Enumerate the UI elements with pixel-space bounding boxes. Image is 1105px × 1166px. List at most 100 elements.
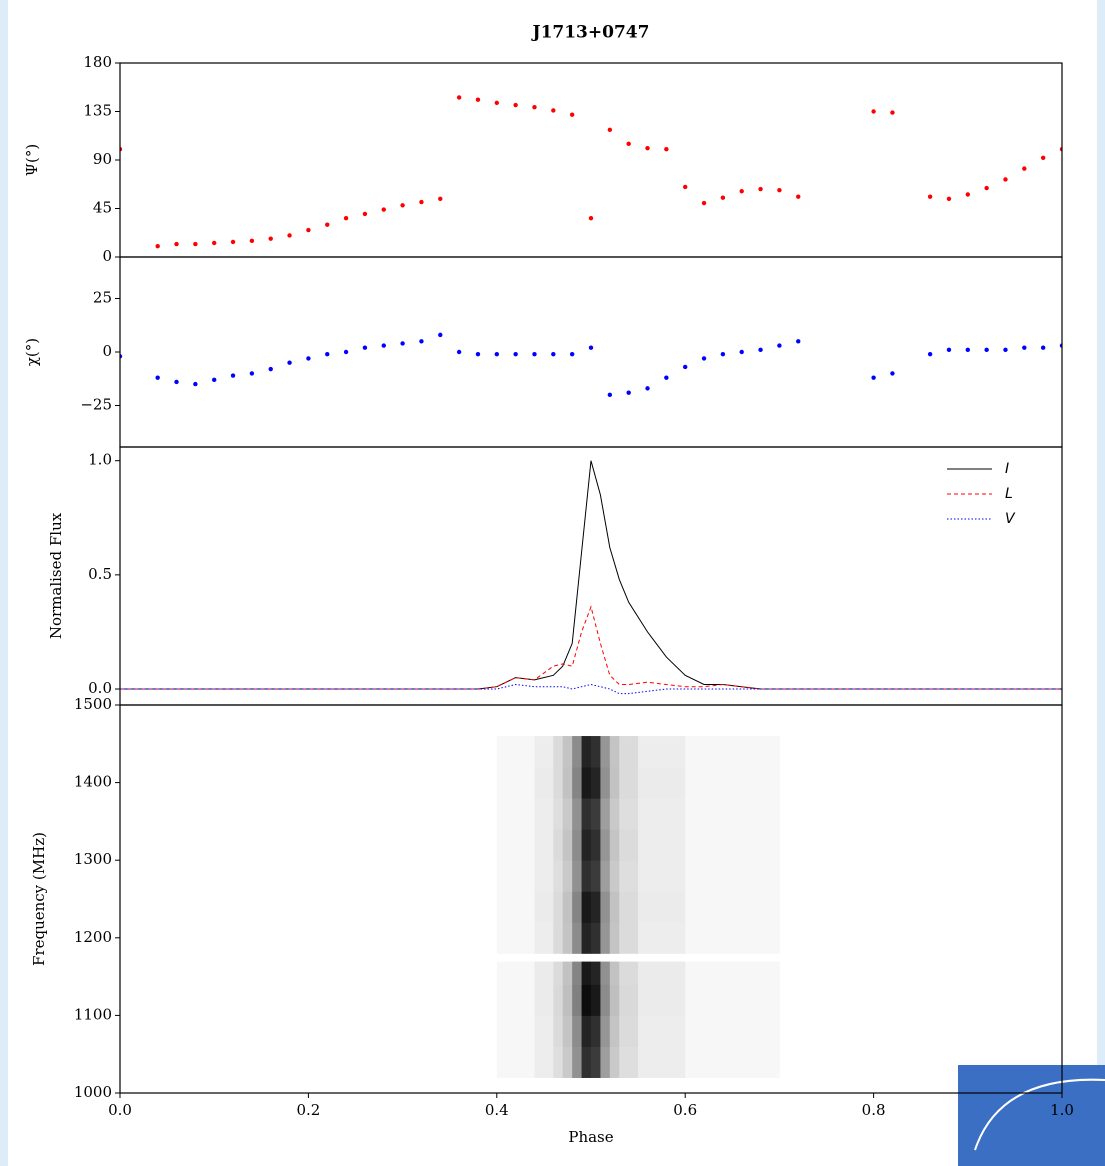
heatmap-cell	[553, 798, 564, 830]
point	[1040, 345, 1046, 350]
heatmap-cell	[591, 922, 601, 954]
heatmap-cell	[581, 953, 592, 962]
heatmap-cell	[638, 922, 686, 954]
legend-label: I	[1005, 461, 1009, 477]
heatmap-cell	[609, 767, 620, 799]
point	[946, 347, 952, 353]
heatmap-cell	[600, 1015, 611, 1047]
heatmap-cell	[609, 829, 620, 861]
point	[494, 351, 499, 357]
point	[438, 332, 443, 338]
panel: ILV 0.0 0.5 1.0 Normalised Flux	[47, 446, 1063, 706]
point	[249, 238, 255, 244]
point	[1040, 155, 1046, 161]
y-tick-label: 1300	[74, 850, 112, 868]
heatmap-cell	[609, 891, 620, 923]
y-tick-label: 0	[102, 247, 112, 265]
heatmap-cell	[553, 1015, 564, 1047]
heatmap-cell	[562, 860, 573, 892]
y-axis-label: Frequency (MHz)	[30, 832, 48, 966]
point	[664, 147, 669, 152]
point	[927, 194, 933, 199]
plot-area	[496, 736, 780, 1078]
heatmap-cell	[572, 891, 583, 923]
x-tick-label: 1.0	[1050, 1101, 1074, 1119]
heatmap-cell	[553, 1046, 564, 1078]
heatmap-cell	[638, 891, 686, 923]
heatmap-cell	[619, 829, 639, 861]
heatmap-cell	[600, 984, 611, 1016]
heatmap-cell	[609, 736, 620, 768]
point	[532, 104, 537, 110]
point	[230, 373, 236, 378]
heatmap-cell	[685, 984, 780, 1016]
point	[381, 207, 386, 212]
point	[569, 112, 575, 117]
heatmap-cell	[581, 798, 592, 830]
x-axis-label: Phase	[568, 1128, 613, 1146]
point	[306, 227, 311, 233]
heatmap-cell	[685, 829, 780, 861]
y-tick-label: 135	[83, 102, 112, 120]
heatmap-cell	[562, 922, 573, 954]
heatmap-cell	[619, 1046, 639, 1078]
heatmap-cell	[685, 736, 780, 768]
heatmap-cell	[638, 1046, 686, 1078]
heatmap-cell	[553, 891, 564, 923]
heatmap-cell	[496, 767, 535, 799]
heatmap-cell	[572, 767, 583, 799]
heatmap-cell	[591, 860, 601, 892]
heatmap-cell	[609, 922, 620, 954]
point	[758, 186, 763, 192]
heatmap-cell	[685, 953, 780, 962]
x-tick-label: 0.6	[673, 1101, 697, 1119]
heatmap-cell	[638, 736, 686, 768]
heatmap-cell	[534, 767, 554, 799]
heatmap-cell	[572, 922, 583, 954]
heatmap-cell	[619, 736, 639, 768]
heatmap-cell	[619, 1015, 639, 1047]
heatmap-cell	[609, 798, 620, 830]
heatmap-cell	[619, 798, 639, 830]
heatmap-cell	[581, 829, 592, 861]
heatmap-cell	[685, 1015, 780, 1047]
legend-label: V	[1005, 511, 1016, 527]
heatmap-cell	[581, 891, 592, 923]
heatmap-cell	[572, 798, 583, 830]
point	[664, 375, 669, 380]
point	[890, 371, 895, 376]
heatmap-cell	[591, 829, 601, 861]
point	[890, 110, 895, 115]
heatmap-cell	[562, 736, 573, 768]
heatmap-cell	[619, 767, 639, 799]
point	[1003, 177, 1008, 182]
axes-frame	[119, 704, 1063, 1094]
y-axis-label: Ψ(°)	[23, 144, 41, 176]
point	[343, 216, 349, 221]
heatmap-cell	[562, 1015, 573, 1047]
point	[155, 244, 160, 249]
point	[739, 349, 744, 355]
heatmap-cell	[496, 1015, 535, 1047]
point	[174, 379, 179, 385]
heatmap-cell	[600, 798, 611, 830]
heatmap-cell	[638, 1015, 686, 1047]
point	[212, 240, 217, 246]
heatmap-cell	[600, 961, 611, 985]
heatmap-cell	[534, 984, 554, 1016]
heatmap-cell	[553, 922, 564, 954]
point	[400, 341, 405, 346]
heatmap-cell	[534, 1015, 554, 1047]
heatmap-cell	[638, 984, 686, 1016]
heatmap-cell	[534, 1046, 554, 1078]
point	[230, 239, 236, 245]
panel: 1000 1100 1200 1300 1400 1500 0.0 0.2 0.4 0.6 0.8 1…	[30, 695, 1074, 1146]
heatmap-cell	[534, 798, 554, 830]
heatmap-cell	[591, 736, 601, 768]
x-tick-label: 0.8	[862, 1101, 886, 1119]
logo	[958, 1065, 1105, 1166]
point	[720, 195, 726, 200]
heatmap-cell	[600, 860, 611, 892]
heatmap-cell	[685, 860, 780, 892]
point	[796, 339, 801, 344]
